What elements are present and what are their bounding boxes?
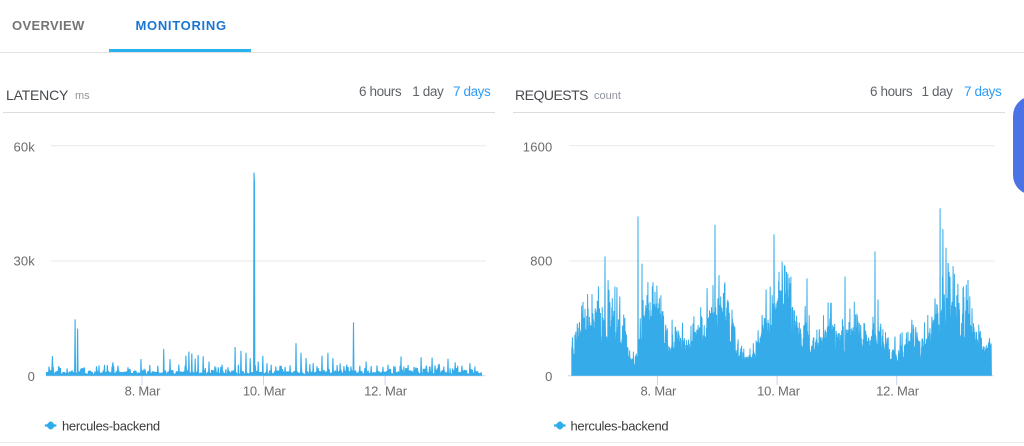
svg-text:8. Mar: 8. Mar: [640, 384, 677, 399]
svg-text:800: 800: [530, 254, 552, 269]
svg-text:hercules-backend: hercules-backend: [62, 418, 160, 433]
svg-text:10. Mar: 10. Mar: [757, 384, 801, 399]
svg-text:30k: 30k: [13, 254, 35, 269]
svg-text:0: 0: [545, 369, 552, 384]
svg-text:hercules-backend: hercules-backend: [571, 418, 669, 433]
svg-text:12. Mar: 12. Mar: [876, 384, 920, 399]
svg-text:10. Mar: 10. Mar: [243, 384, 287, 399]
svg-text:0: 0: [28, 369, 35, 384]
svg-text:12. Mar: 12. Mar: [364, 384, 408, 399]
svg-text:8. Mar: 8. Mar: [125, 384, 162, 399]
svg-text:60k: 60k: [13, 140, 35, 155]
svg-text:1600: 1600: [523, 140, 553, 155]
